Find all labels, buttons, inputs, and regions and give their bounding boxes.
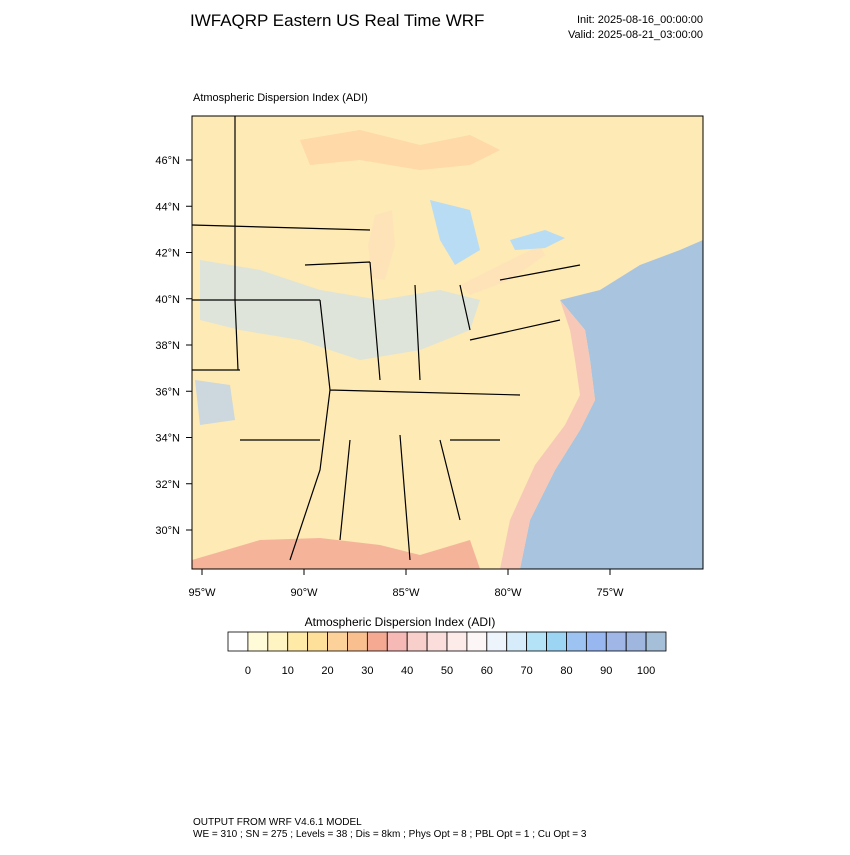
lake-michigan	[368, 210, 395, 280]
colorbar-box	[267, 631, 289, 652]
lat-label: 44°N	[155, 201, 180, 213]
colorbar-box	[426, 631, 448, 652]
colorbar-box	[227, 631, 249, 652]
lake-superior	[300, 130, 500, 170]
lat-label: 46°N	[155, 155, 180, 167]
coastal-band	[500, 300, 595, 569]
map-axes: 46°N 44°N 42°N 40°N 38°N 36°N 34°N 32°N 30°N 95°W…	[155, 155, 624, 599]
colorbar-box	[486, 631, 508, 652]
lake-huron	[430, 200, 480, 265]
lat-label: 30°N	[155, 525, 180, 537]
colorbar-box	[406, 631, 428, 652]
colorbar-box	[605, 631, 627, 652]
lon-label: 95°W	[188, 587, 216, 599]
colorbar-box	[625, 631, 647, 652]
map	[191, 115, 704, 570]
colorbar-box	[526, 631, 547, 652]
colorbar-box	[566, 631, 587, 652]
lon-label: 80°W	[494, 587, 522, 599]
colorbar-box	[546, 631, 567, 652]
high-adi-region	[195, 380, 235, 425]
state-lines	[192, 116, 581, 561]
colorbar-label: 0	[245, 665, 251, 677]
lake-ontario	[510, 230, 565, 250]
ocean	[520, 240, 703, 569]
colorbar: 0 10 20 30 40 50 60 70 80 90 100	[227, 631, 667, 677]
lat-label: 40°N	[155, 294, 180, 306]
lake-erie	[460, 245, 545, 295]
gulf	[192, 538, 480, 569]
lon-label: 90°W	[290, 587, 318, 599]
map-title: Atmospheric Dispersion Index (ADI)	[193, 92, 368, 104]
colorbar-label: 100	[637, 665, 655, 677]
footer-line: WE = 310 ; SN = 275 ; Levels = 38 ; Dis …	[193, 829, 587, 840]
colorbar-label: 30	[361, 665, 373, 677]
colorbar-label: 10	[282, 665, 294, 677]
colorbar-box	[446, 631, 468, 652]
high-adi-region	[200, 260, 480, 360]
valid-time: Valid: 2025-08-21_03:00:00	[568, 29, 703, 41]
colorbar-box	[506, 631, 528, 652]
colorbar-box	[327, 631, 348, 652]
lat-label: 38°N	[155, 340, 180, 352]
lat-label: 32°N	[155, 479, 180, 491]
colorbar-label: 70	[521, 665, 533, 677]
colorbar-label: 90	[600, 665, 612, 677]
colorbar-box	[466, 631, 488, 652]
colorbar-title: Atmospheric Dispersion Index (ADI)	[305, 615, 496, 629]
lat-label: 42°N	[155, 248, 180, 260]
lat-label: 36°N	[155, 386, 180, 398]
colorbar-label: 60	[481, 665, 493, 677]
colorbar-box	[247, 631, 269, 652]
colorbar-box	[347, 631, 368, 652]
colorbar-label: 50	[441, 665, 453, 677]
colorbar-box	[366, 631, 388, 652]
colorbar-box	[307, 631, 328, 652]
colorbar-label: 20	[321, 665, 333, 677]
lon-label: 75°W	[596, 587, 624, 599]
colorbar-box	[645, 631, 667, 652]
lat-label: 34°N	[155, 433, 180, 445]
colorbar-box	[585, 631, 607, 652]
lon-label: 85°W	[392, 587, 420, 599]
colorbar-box	[386, 631, 408, 652]
footer-line: OUTPUT FROM WRF V4.6.1 MODEL	[193, 817, 362, 828]
main-title: IWFAQRP Eastern US Real Time WRF	[190, 11, 484, 30]
colorbar-label: 80	[560, 665, 572, 677]
init-time: Init: 2025-08-16_00:00:00	[577, 14, 703, 26]
map-frame	[191, 115, 704, 570]
colorbar-box	[287, 631, 309, 652]
colorbar-label: 40	[401, 665, 413, 677]
